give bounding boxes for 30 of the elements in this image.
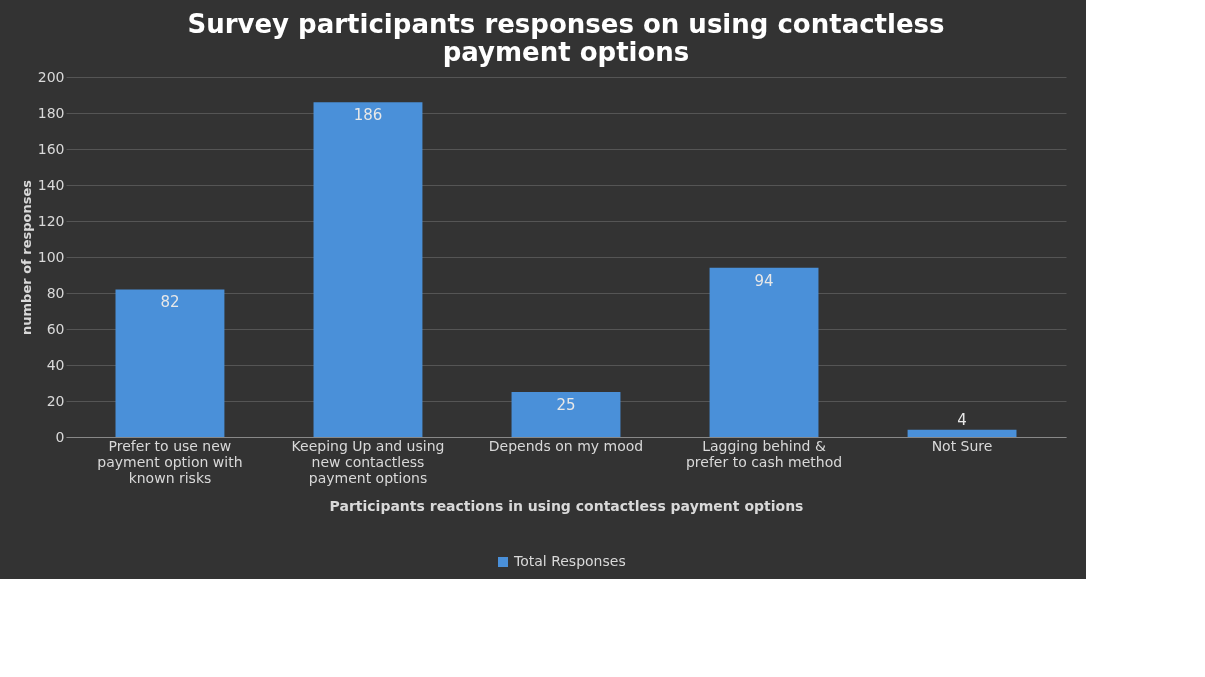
x-tick-label: Not Sure [931,437,993,454]
bar [115,289,225,437]
bar [907,429,1017,437]
data-label: 25 [556,396,576,414]
x-tick-label: Keeping Up and using new contactless payment options [291,437,445,486]
y-axis-title: number of responses [18,179,34,335]
y-tick-label: 60 [46,320,65,337]
x-tick-label: Depends on my mood [488,437,644,454]
y-tick-label: 80 [46,284,65,301]
chart-title: Survey participants responses on using contactless payment options [187,9,945,67]
bar [313,102,423,437]
y-tick-label: 160 [37,140,65,157]
y-tick-label: 200 [37,68,65,85]
data-label: 4 [957,410,967,429]
y-tick-label: 180 [37,104,65,121]
y-tick-label: 100 [37,248,65,265]
data-label: 186 [353,106,383,125]
data-label: 82 [160,293,180,312]
x-tick-label: Lagging behind & prefer to cash method [685,437,843,470]
x-tick-label: Prefer to use new payment option with known risks [97,437,243,486]
y-tick-label: 120 [37,212,65,229]
legend-label: Total Responses [513,553,626,569]
y-tick-label: 20 [46,392,65,409]
y-tick-label: 140 [37,176,65,193]
bar [709,267,819,437]
y-tick-label: 40 [46,356,65,373]
x-axis-title: Participants reactions in using contactless payment options [329,497,804,514]
y-tick-label: 0 [55,428,65,445]
bar [511,392,621,437]
data-label: 94 [754,271,774,290]
